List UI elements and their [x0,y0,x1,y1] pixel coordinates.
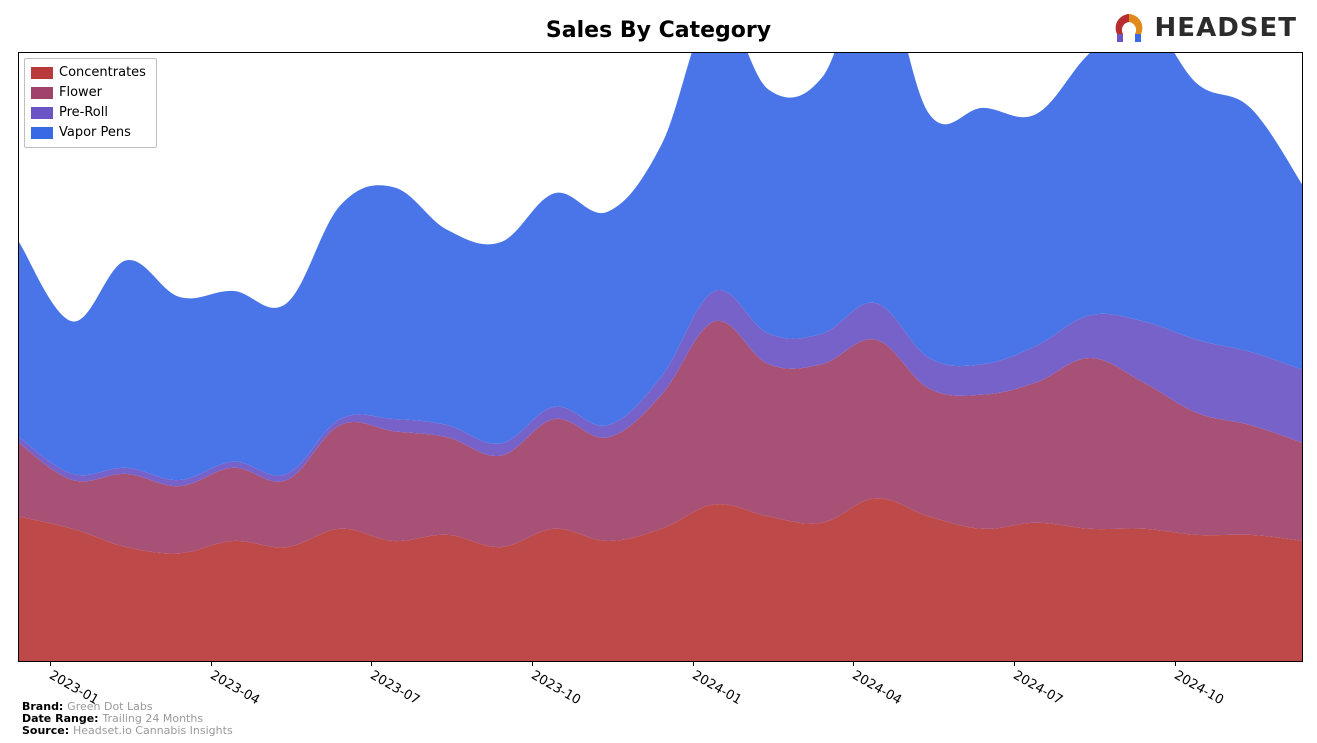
x-tick-label: 2024-01 [689,668,744,708]
legend-swatch [31,107,53,119]
legend-swatch [31,67,53,79]
x-tick-mark [1014,662,1015,666]
legend-item: Flower [31,83,146,103]
x-tick-mark [853,662,854,666]
legend: ConcentratesFlowerPre-RollVapor Pens [24,58,157,148]
x-tick-mark [371,662,372,666]
x-tick-label: 2024-10 [1171,668,1226,708]
headset-logo-icon [1111,10,1147,46]
brand-logo-text: HEADSET [1155,13,1297,43]
legend-swatch [31,127,53,139]
x-tick-mark [1175,662,1176,666]
x-tick-label: 2024-07 [1010,668,1065,708]
x-tick-mark [532,662,533,666]
x-tick-label: 2024-04 [850,668,905,708]
x-tick-mark [693,662,694,666]
footer-row: Source: Headset.io Cannabis Insights [22,725,233,737]
legend-label: Flower [59,83,102,103]
x-tick-label: 2023-10 [529,668,584,708]
chart-footer: Brand: Green Dot LabsDate Range: Trailin… [22,701,233,737]
brand-logo: HEADSET [1111,10,1297,46]
stacked-area-chart [19,53,1303,662]
legend-swatch [31,87,53,99]
legend-label: Concentrates [59,63,146,83]
x-tick-label: 2023-07 [368,668,423,708]
legend-item: Vapor Pens [31,123,146,143]
plot-area [18,52,1303,662]
legend-item: Concentrates [31,63,146,83]
legend-label: Pre-Roll [59,103,108,123]
x-tick-mark [211,662,212,666]
footer-label: Source: [22,724,73,737]
footer-value: Headset.io Cannabis Insights [73,724,233,737]
x-tick-mark [50,662,51,666]
legend-item: Pre-Roll [31,103,146,123]
legend-label: Vapor Pens [59,123,131,143]
